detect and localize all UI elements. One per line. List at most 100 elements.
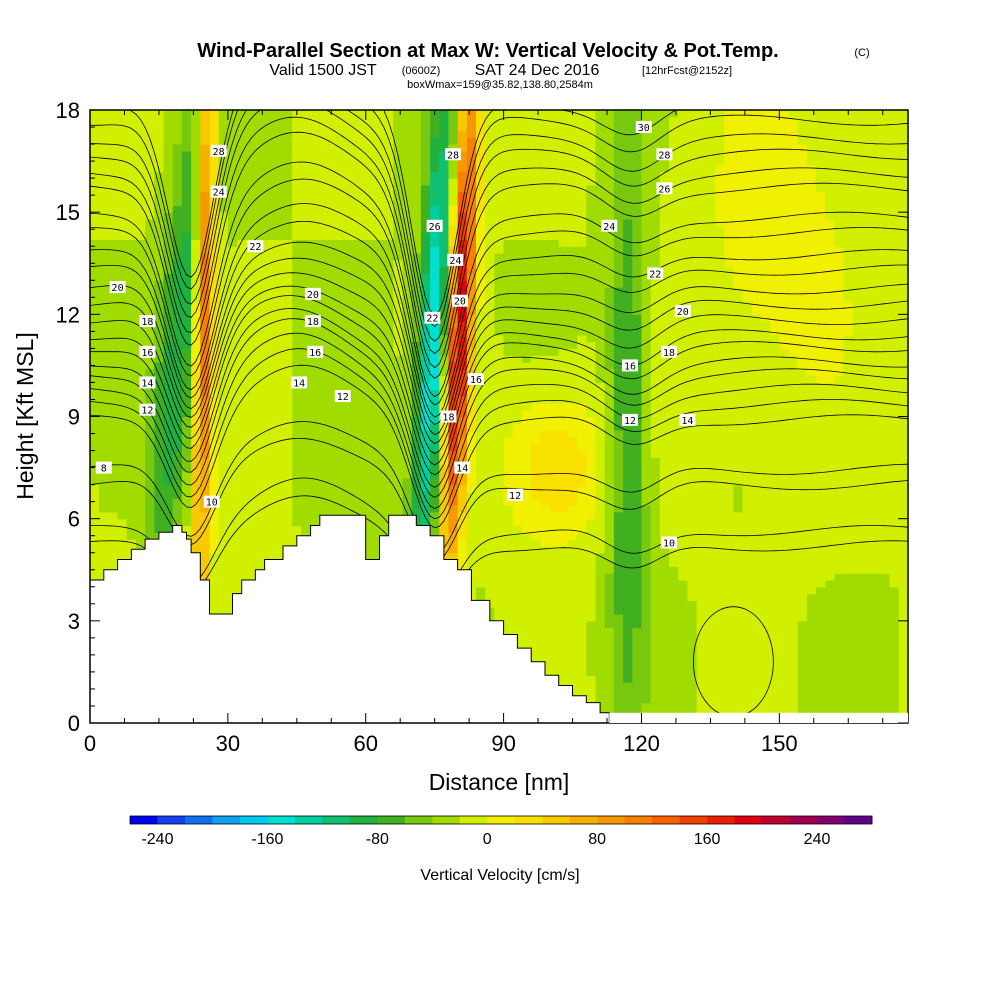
velocity-cell xyxy=(237,375,247,384)
velocity-cell xyxy=(246,532,257,540)
velocity-cell xyxy=(172,382,183,390)
velocity-cell xyxy=(503,518,514,527)
velocity-cell xyxy=(402,178,413,186)
velocity-cell xyxy=(319,396,330,404)
velocity-cell xyxy=(521,627,532,636)
velocity-cell xyxy=(531,253,541,261)
velocity-cell xyxy=(200,491,211,499)
velocity-cell xyxy=(439,505,450,513)
velocity-cell xyxy=(586,246,597,254)
velocity-cell xyxy=(145,178,155,186)
velocity-cell xyxy=(549,375,560,384)
velocity-cell xyxy=(328,218,339,227)
velocity-cell xyxy=(577,688,587,697)
velocity-cell xyxy=(292,450,302,458)
velocity-cell xyxy=(310,130,321,138)
velocity-cell xyxy=(577,668,587,676)
velocity-cell xyxy=(494,225,505,234)
velocity-cell xyxy=(99,314,109,322)
velocity-cell xyxy=(420,164,431,172)
velocity-cell xyxy=(494,443,505,452)
velocity-cell xyxy=(191,225,201,234)
velocity-cell xyxy=(319,144,330,152)
velocity-cell xyxy=(310,416,321,424)
velocity-cell xyxy=(531,402,541,411)
velocity-cell xyxy=(586,375,597,384)
velocity-cell xyxy=(476,266,486,275)
velocity-cell xyxy=(301,402,312,411)
velocity-cell xyxy=(328,137,339,145)
velocity-cell xyxy=(595,607,606,615)
velocity-cell xyxy=(558,157,569,166)
velocity-cell xyxy=(512,123,523,132)
velocity-cell xyxy=(218,123,229,132)
velocity-cell xyxy=(191,375,201,384)
velocity-cell xyxy=(99,259,109,268)
velocity-cell xyxy=(319,327,330,336)
velocity-cell xyxy=(163,287,174,295)
velocity-cell xyxy=(310,375,321,384)
velocity-cell xyxy=(531,334,541,343)
velocity-cell xyxy=(356,389,367,397)
velocity-cell xyxy=(273,518,284,527)
velocity-cell xyxy=(209,593,220,601)
velocity-cell xyxy=(283,321,293,329)
velocity-cell xyxy=(457,205,468,213)
velocity-cell xyxy=(356,266,367,275)
velocity-cell xyxy=(374,327,385,336)
velocity-cell xyxy=(310,402,321,411)
velocity-cell xyxy=(227,443,238,452)
velocity-cell xyxy=(227,498,238,506)
velocity-cell xyxy=(577,382,587,390)
velocity-cell xyxy=(255,348,266,356)
velocity-cell xyxy=(540,545,551,554)
velocity-cell xyxy=(328,355,339,363)
velocity-cell xyxy=(163,389,174,397)
velocity-cell xyxy=(512,450,523,458)
velocity-cell xyxy=(273,348,284,356)
velocity-cell xyxy=(154,130,165,138)
velocity-cell xyxy=(227,205,238,213)
velocity-cell xyxy=(402,157,413,166)
velocity-cell xyxy=(310,116,321,125)
velocity-cell xyxy=(384,300,394,309)
velocity-cell xyxy=(430,178,440,186)
velocity-cell xyxy=(448,212,459,220)
velocity-cell xyxy=(567,178,578,186)
velocity-cell xyxy=(384,246,394,254)
velocity-cell xyxy=(476,477,486,486)
velocity-cell xyxy=(586,259,597,268)
velocity-cell xyxy=(283,355,293,363)
velocity-cell xyxy=(549,239,560,247)
velocity-cell xyxy=(476,518,486,527)
velocity-cell xyxy=(531,362,541,370)
velocity-cell xyxy=(558,273,569,281)
velocity-cell xyxy=(476,293,486,302)
velocity-cell xyxy=(347,259,358,268)
velocity-cell xyxy=(531,212,541,220)
velocity-cell xyxy=(567,123,578,132)
velocity-cell xyxy=(227,464,238,472)
velocity-cell xyxy=(549,648,560,656)
velocity-cell xyxy=(586,423,597,431)
velocity-cell xyxy=(163,314,174,322)
velocity-cell xyxy=(328,130,339,138)
velocity-cell xyxy=(255,396,266,404)
velocity-cell xyxy=(567,607,578,615)
velocity-cell xyxy=(145,157,155,166)
velocity-cell xyxy=(108,157,119,166)
velocity-cell xyxy=(494,253,505,261)
velocity-cell xyxy=(567,382,578,390)
velocity-cell xyxy=(586,273,597,281)
velocity-cell xyxy=(448,450,459,458)
velocity-cell xyxy=(145,341,155,349)
velocity-cell xyxy=(319,178,330,186)
velocity-cell xyxy=(301,130,312,138)
velocity-cell xyxy=(264,327,275,336)
velocity-cell xyxy=(90,443,100,452)
velocity-cell xyxy=(273,450,284,458)
velocity-cell xyxy=(586,539,597,547)
velocity-cell xyxy=(181,293,192,302)
velocity-cell xyxy=(384,470,394,479)
velocity-cell xyxy=(567,409,578,418)
